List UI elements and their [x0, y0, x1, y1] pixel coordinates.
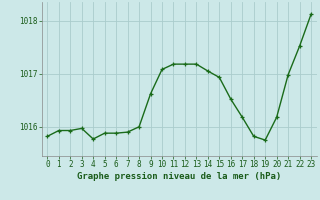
- X-axis label: Graphe pression niveau de la mer (hPa): Graphe pression niveau de la mer (hPa): [77, 172, 281, 181]
